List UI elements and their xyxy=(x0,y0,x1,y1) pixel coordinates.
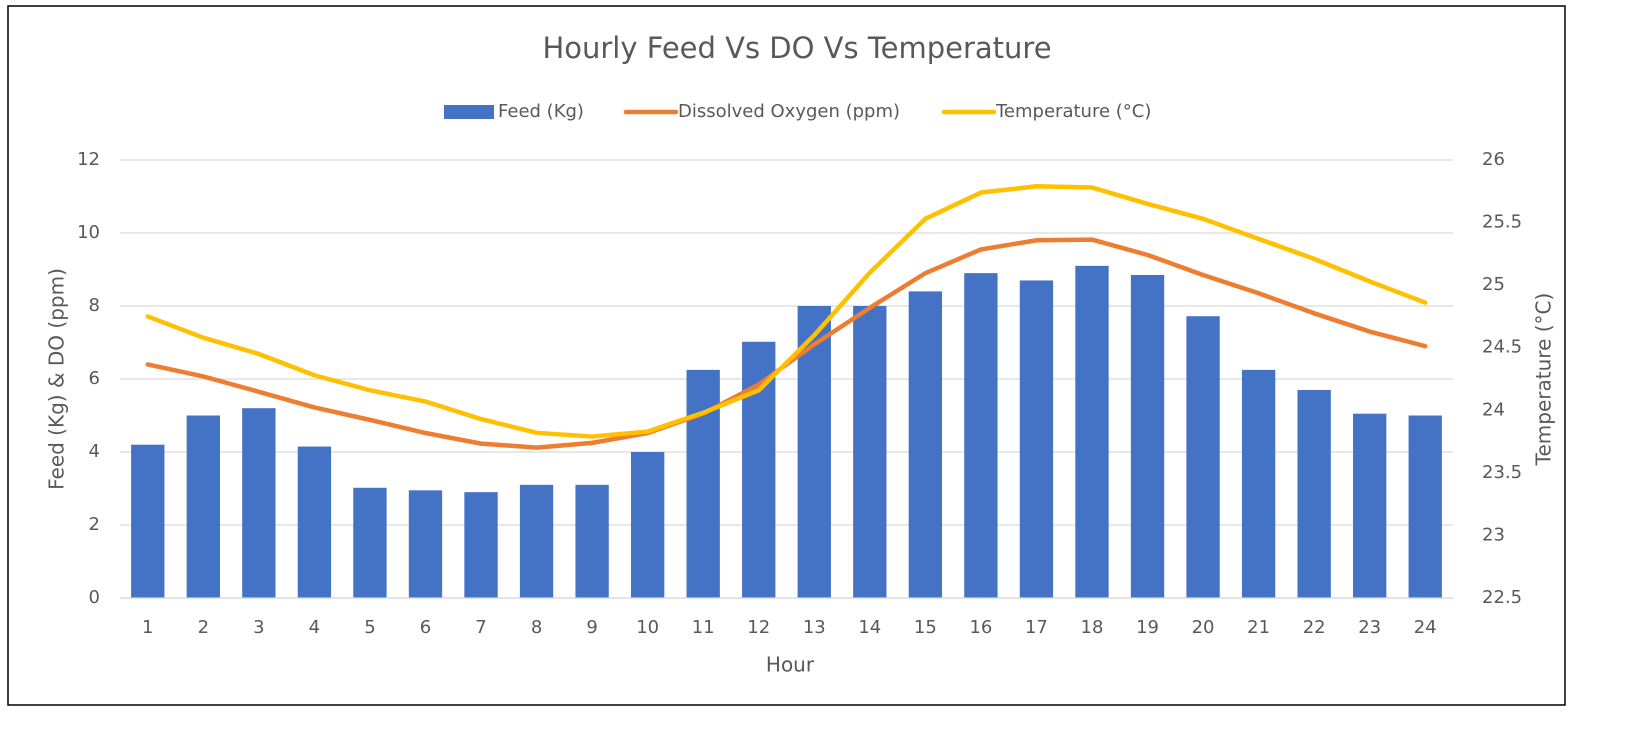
bar xyxy=(1075,265,1109,598)
y2-tick-label: 22.5 xyxy=(1482,587,1522,608)
x-tick-label: 6 xyxy=(420,617,431,638)
x-axis-title: Hour xyxy=(766,653,815,677)
bar xyxy=(1297,389,1331,598)
x-tick-label: 21 xyxy=(1247,617,1270,638)
bar xyxy=(853,306,887,598)
y-tick-label: 10 xyxy=(77,222,100,243)
bar xyxy=(686,369,720,598)
line xyxy=(145,184,1428,439)
x-tick-label: 18 xyxy=(1081,617,1104,638)
y2-tick-label: 24.5 xyxy=(1482,337,1522,358)
x-tick-label: 16 xyxy=(969,617,992,638)
x-tick-label: 11 xyxy=(692,617,715,638)
y-tick-label: 12 xyxy=(77,149,100,170)
y2-tick-label: 24 xyxy=(1482,399,1505,420)
y2-axis-title: Temperature (°C) xyxy=(1532,293,1556,467)
y-tick-label: 0 xyxy=(89,587,100,608)
y2-tick-label: 23.5 xyxy=(1482,462,1522,483)
legend-swatch xyxy=(444,105,494,119)
bar xyxy=(464,492,498,598)
y-tick-label: 2 xyxy=(89,514,100,535)
x-tick-label: 15 xyxy=(914,617,937,638)
y-tick-label: 4 xyxy=(89,441,100,462)
y2-tick-label: 25 xyxy=(1482,274,1505,295)
x-tick-label: 17 xyxy=(1025,617,1048,638)
bar xyxy=(1353,413,1387,598)
y2-tick-label: 25.5 xyxy=(1482,212,1522,233)
bar xyxy=(131,444,165,598)
bar xyxy=(1241,369,1276,598)
x-tick-label: 12 xyxy=(747,617,770,638)
bar xyxy=(1019,280,1054,598)
x-tick-label: 8 xyxy=(531,617,542,638)
bar xyxy=(186,415,220,598)
y2-tick-label: 26 xyxy=(1482,149,1505,170)
x-tick-label: 24 xyxy=(1414,617,1437,638)
y2-tick-label: 23 xyxy=(1482,524,1505,545)
chart-title: Hourly Feed Vs DO Vs Temperature xyxy=(542,31,1051,65)
x-tick-label: 22 xyxy=(1303,617,1326,638)
x-tick-label: 23 xyxy=(1358,617,1381,638)
x-tick-label: 7 xyxy=(475,617,486,638)
bar xyxy=(1130,274,1165,598)
x-tick-label: 3 xyxy=(253,617,264,638)
legend-label: Temperature (°C) xyxy=(995,101,1151,122)
bar xyxy=(908,291,943,598)
bar xyxy=(630,452,665,598)
legend-label: Dissolved Oxygen (ppm) xyxy=(678,101,900,122)
bar xyxy=(519,484,554,598)
x-tick-label: 19 xyxy=(1136,617,1159,638)
bar xyxy=(353,487,387,598)
x-tick-label: 9 xyxy=(586,617,597,638)
y-tick-label: 8 xyxy=(89,295,100,316)
x-tick-label: 2 xyxy=(198,617,209,638)
bar xyxy=(297,446,332,598)
bar xyxy=(1408,415,1442,598)
x-tick-label: 14 xyxy=(858,617,881,638)
y-axis-title: Feed (Kg) & DO (ppm) xyxy=(45,268,69,490)
bar xyxy=(1186,316,1220,598)
bar xyxy=(408,490,443,598)
x-tick-label: 4 xyxy=(309,617,320,638)
bar xyxy=(575,484,609,598)
bar xyxy=(964,273,998,598)
x-tick-label: 10 xyxy=(636,617,659,638)
x-tick-label: 20 xyxy=(1192,617,1215,638)
x-tick-label: 1 xyxy=(142,617,153,638)
x-tick-label: 5 xyxy=(364,617,375,638)
y-tick-label: 6 xyxy=(89,368,100,389)
legend-label: Feed (Kg) xyxy=(498,101,584,122)
x-tick-label: 13 xyxy=(803,617,826,638)
bar xyxy=(242,408,276,598)
